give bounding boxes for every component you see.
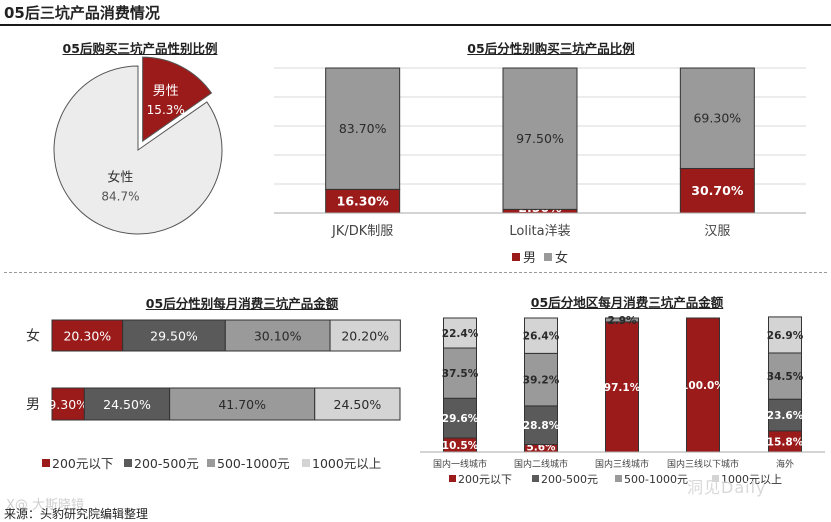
x-tick-label: 海外 [776,458,794,470]
bar-value-label: 16.30% [337,194,390,209]
legend-label: 女 [555,250,568,266]
x-tick-label: 国内二线城市 [514,458,568,470]
pie-label-male: 男性 [153,84,179,99]
bar-value-label: 10.5% [442,440,479,452]
bar-value-label: 41.70% [218,397,266,412]
bar-value-label: 97.50% [516,131,564,146]
bar-segment [605,321,639,453]
legend-swatch [124,459,132,467]
legend-label: 1000元以上 [721,473,782,486]
pie-value-female: 84.7% [101,190,139,204]
bar-value-label: 29.50% [150,329,198,344]
pie-value-male: 15.3% [147,103,185,117]
bar-value-label: 26.9% [767,330,804,342]
gender-share-chart-title: 05后分性别购买三坑产品比例 [467,41,635,56]
legend-swatch [532,475,539,482]
legend-label: 200-500元 [134,456,199,471]
bar-value-label: 83.70% [339,121,387,136]
legend-swatch [544,253,552,261]
y-tick-label: 女 [26,328,40,345]
pie-slice-female [53,65,223,235]
section-divider [4,272,827,273]
bar-segment [605,317,639,323]
legend-label: 200元以下 [458,473,512,486]
legend-swatch [302,459,310,467]
bar-value-label: 34.5% [767,371,804,383]
pie-label-female: 女性 [107,170,133,186]
bar-value-label: 30.10% [254,329,302,344]
bar-segment [686,317,720,453]
bar-value-label: 24.50% [334,397,382,412]
bar-value-label: 26.4% [523,331,560,343]
bar-value-label: 24.50% [103,397,151,412]
legend-label: 500-1000元 [624,473,688,486]
gender-spend-chart-title: 05后分性别每月消费三坑产品金额 [145,296,339,311]
bar-segment [51,319,124,352]
watermark-left: X@ 大斯晓镜 [6,498,85,513]
x-tick-label: 汉服 [704,224,730,239]
bar-value-label: 9.30% [48,397,88,412]
legend-swatch [207,459,215,467]
bar-segment [224,319,331,352]
x-tick-label: 国内一线城市 [433,458,487,470]
legend-label: 1000元以上 [312,456,381,471]
y-tick-label: 男 [26,397,40,413]
legend-swatch [712,475,719,482]
legend-label: 200元以下 [52,456,113,471]
bar-value-label: 23.6% [767,410,804,422]
bar-segment [443,397,477,439]
bar-segment [524,317,558,354]
bar-value-label: 2.9% [607,315,637,327]
bar-value-label: 15.8% [767,436,804,448]
bar-segment [502,67,578,210]
x-tick-label: 国内三线以下城市 [667,458,739,470]
bar-value-label: 29.6% [442,413,479,425]
bar-value-label: 39.2% [523,375,560,387]
bar-segment [83,387,171,421]
legend-swatch [449,475,456,482]
legend-swatch [512,253,520,261]
x-tick-label: 国内三线城市 [595,458,649,470]
bar-segment [325,67,401,190]
bar-segment [314,387,401,421]
legend-swatch [615,475,622,482]
bar-segment [329,319,401,352]
bar-value-label: 30.70% [691,183,744,198]
bar-value-label: 20.30% [63,329,111,344]
watermark-right: 洞见Daily [687,478,767,497]
pie-slice-male [142,56,213,143]
bar-value-label: 37.5% [442,368,479,380]
bar-segment [443,347,477,399]
page-title: 05后三坑产品消费情况 [4,4,160,22]
legend-label: 200-500元 [541,473,598,486]
bar-segment [524,352,558,407]
legend-label: 男 [523,251,536,266]
x-tick-label: Lolita洋装 [509,224,570,239]
legend-swatch [42,459,50,467]
bar-segment [51,387,85,421]
region-spend-chart-title: 05后分地区每月消费三坑产品金额 [530,295,724,310]
bar-value-label: 97.1% [604,382,641,394]
bar-value-label: 69.30% [693,111,741,126]
pie-chart-title: 05后购买三坑产品性别比例 [62,41,218,56]
legend-label: 500-1000元 [217,456,290,471]
bar-value-label: 100.0% [681,380,725,392]
title-rule [0,24,831,26]
bar-segment [169,387,316,421]
bar-segment [679,67,755,169]
source-note: 来源：头豹研究院编辑整理 [4,507,149,521]
bar-segment [443,317,477,349]
bar-segment [768,316,802,354]
bar-value-label: 28.8% [523,420,560,432]
x-tick-label: JK/DK制服 [331,224,393,239]
bar-segment [768,352,802,400]
bar-value-label: 20.20% [341,329,389,344]
bar-value-label: 22.4% [442,328,479,340]
